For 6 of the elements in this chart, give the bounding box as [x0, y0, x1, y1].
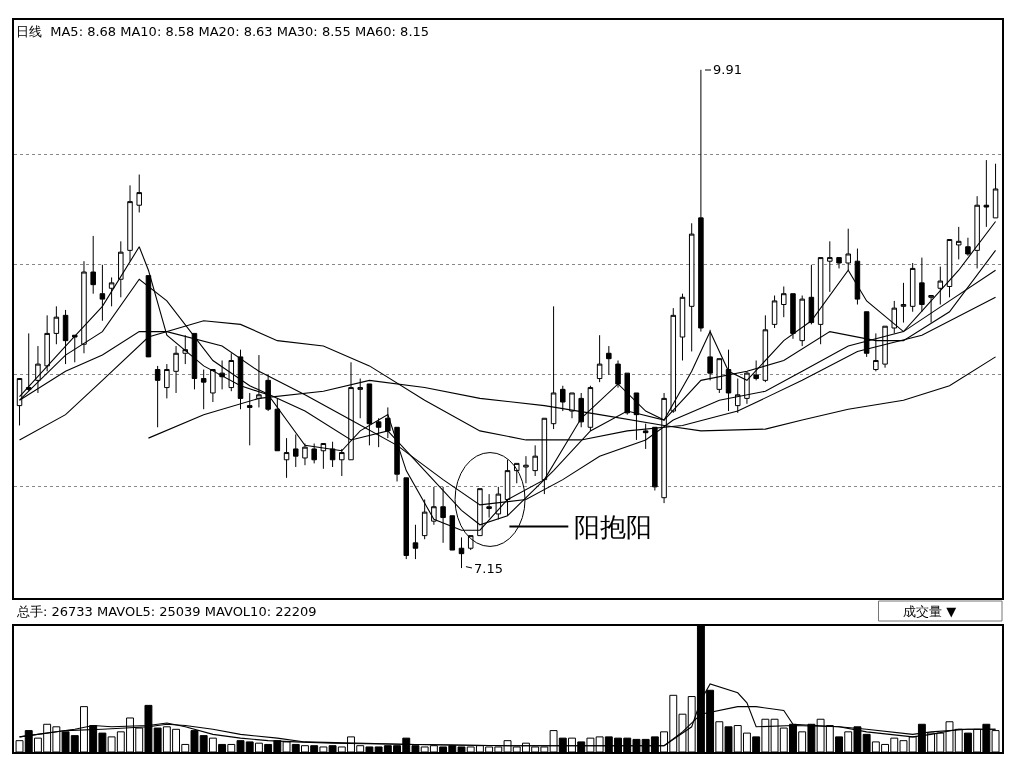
- chart-title: 总手: 26733 MAVOL5: 25039 MAVOL10: 22209: [16, 604, 317, 619]
- annotation: 7.15: [474, 561, 503, 576]
- annotation: 阳抱阳: [574, 512, 652, 542]
- chart-title: 日线 MA5: 8.68 MA10: 8.58 MA20: 8.63 MA30: 8.55 MA60: 8.15: [16, 24, 430, 39]
- text: 成交量 ▼: [903, 604, 957, 619]
- annotation: 9.91: [713, 62, 742, 77]
